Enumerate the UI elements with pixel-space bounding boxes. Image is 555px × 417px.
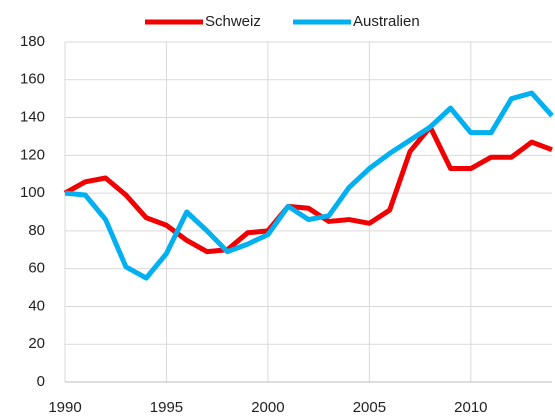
x-tick-label: 1995 [150, 399, 183, 416]
y-tick-label: 180 [20, 33, 45, 50]
x-tick-label: 1990 [48, 399, 81, 416]
x-tick-label: 2005 [353, 399, 386, 416]
y-tick-label: 60 [28, 260, 45, 277]
y-tick-label: 120 [20, 146, 45, 163]
legend-label: Schweiz [205, 13, 261, 30]
y-tick-label: 160 [20, 71, 45, 88]
y-tick-label: 40 [28, 297, 45, 314]
x-tick-label: 2000 [251, 399, 284, 416]
y-tick-label: 140 [20, 109, 45, 126]
y-tick-label: 100 [20, 184, 45, 201]
y-tick-label: 0 [37, 373, 45, 390]
y-tick-label: 80 [28, 222, 45, 239]
x-tick-label: 2010 [454, 399, 487, 416]
y-tick-label: 20 [28, 335, 45, 352]
line [63, 124, 553, 255]
legend-label: Australien [353, 13, 420, 30]
line [64, 90, 554, 281]
